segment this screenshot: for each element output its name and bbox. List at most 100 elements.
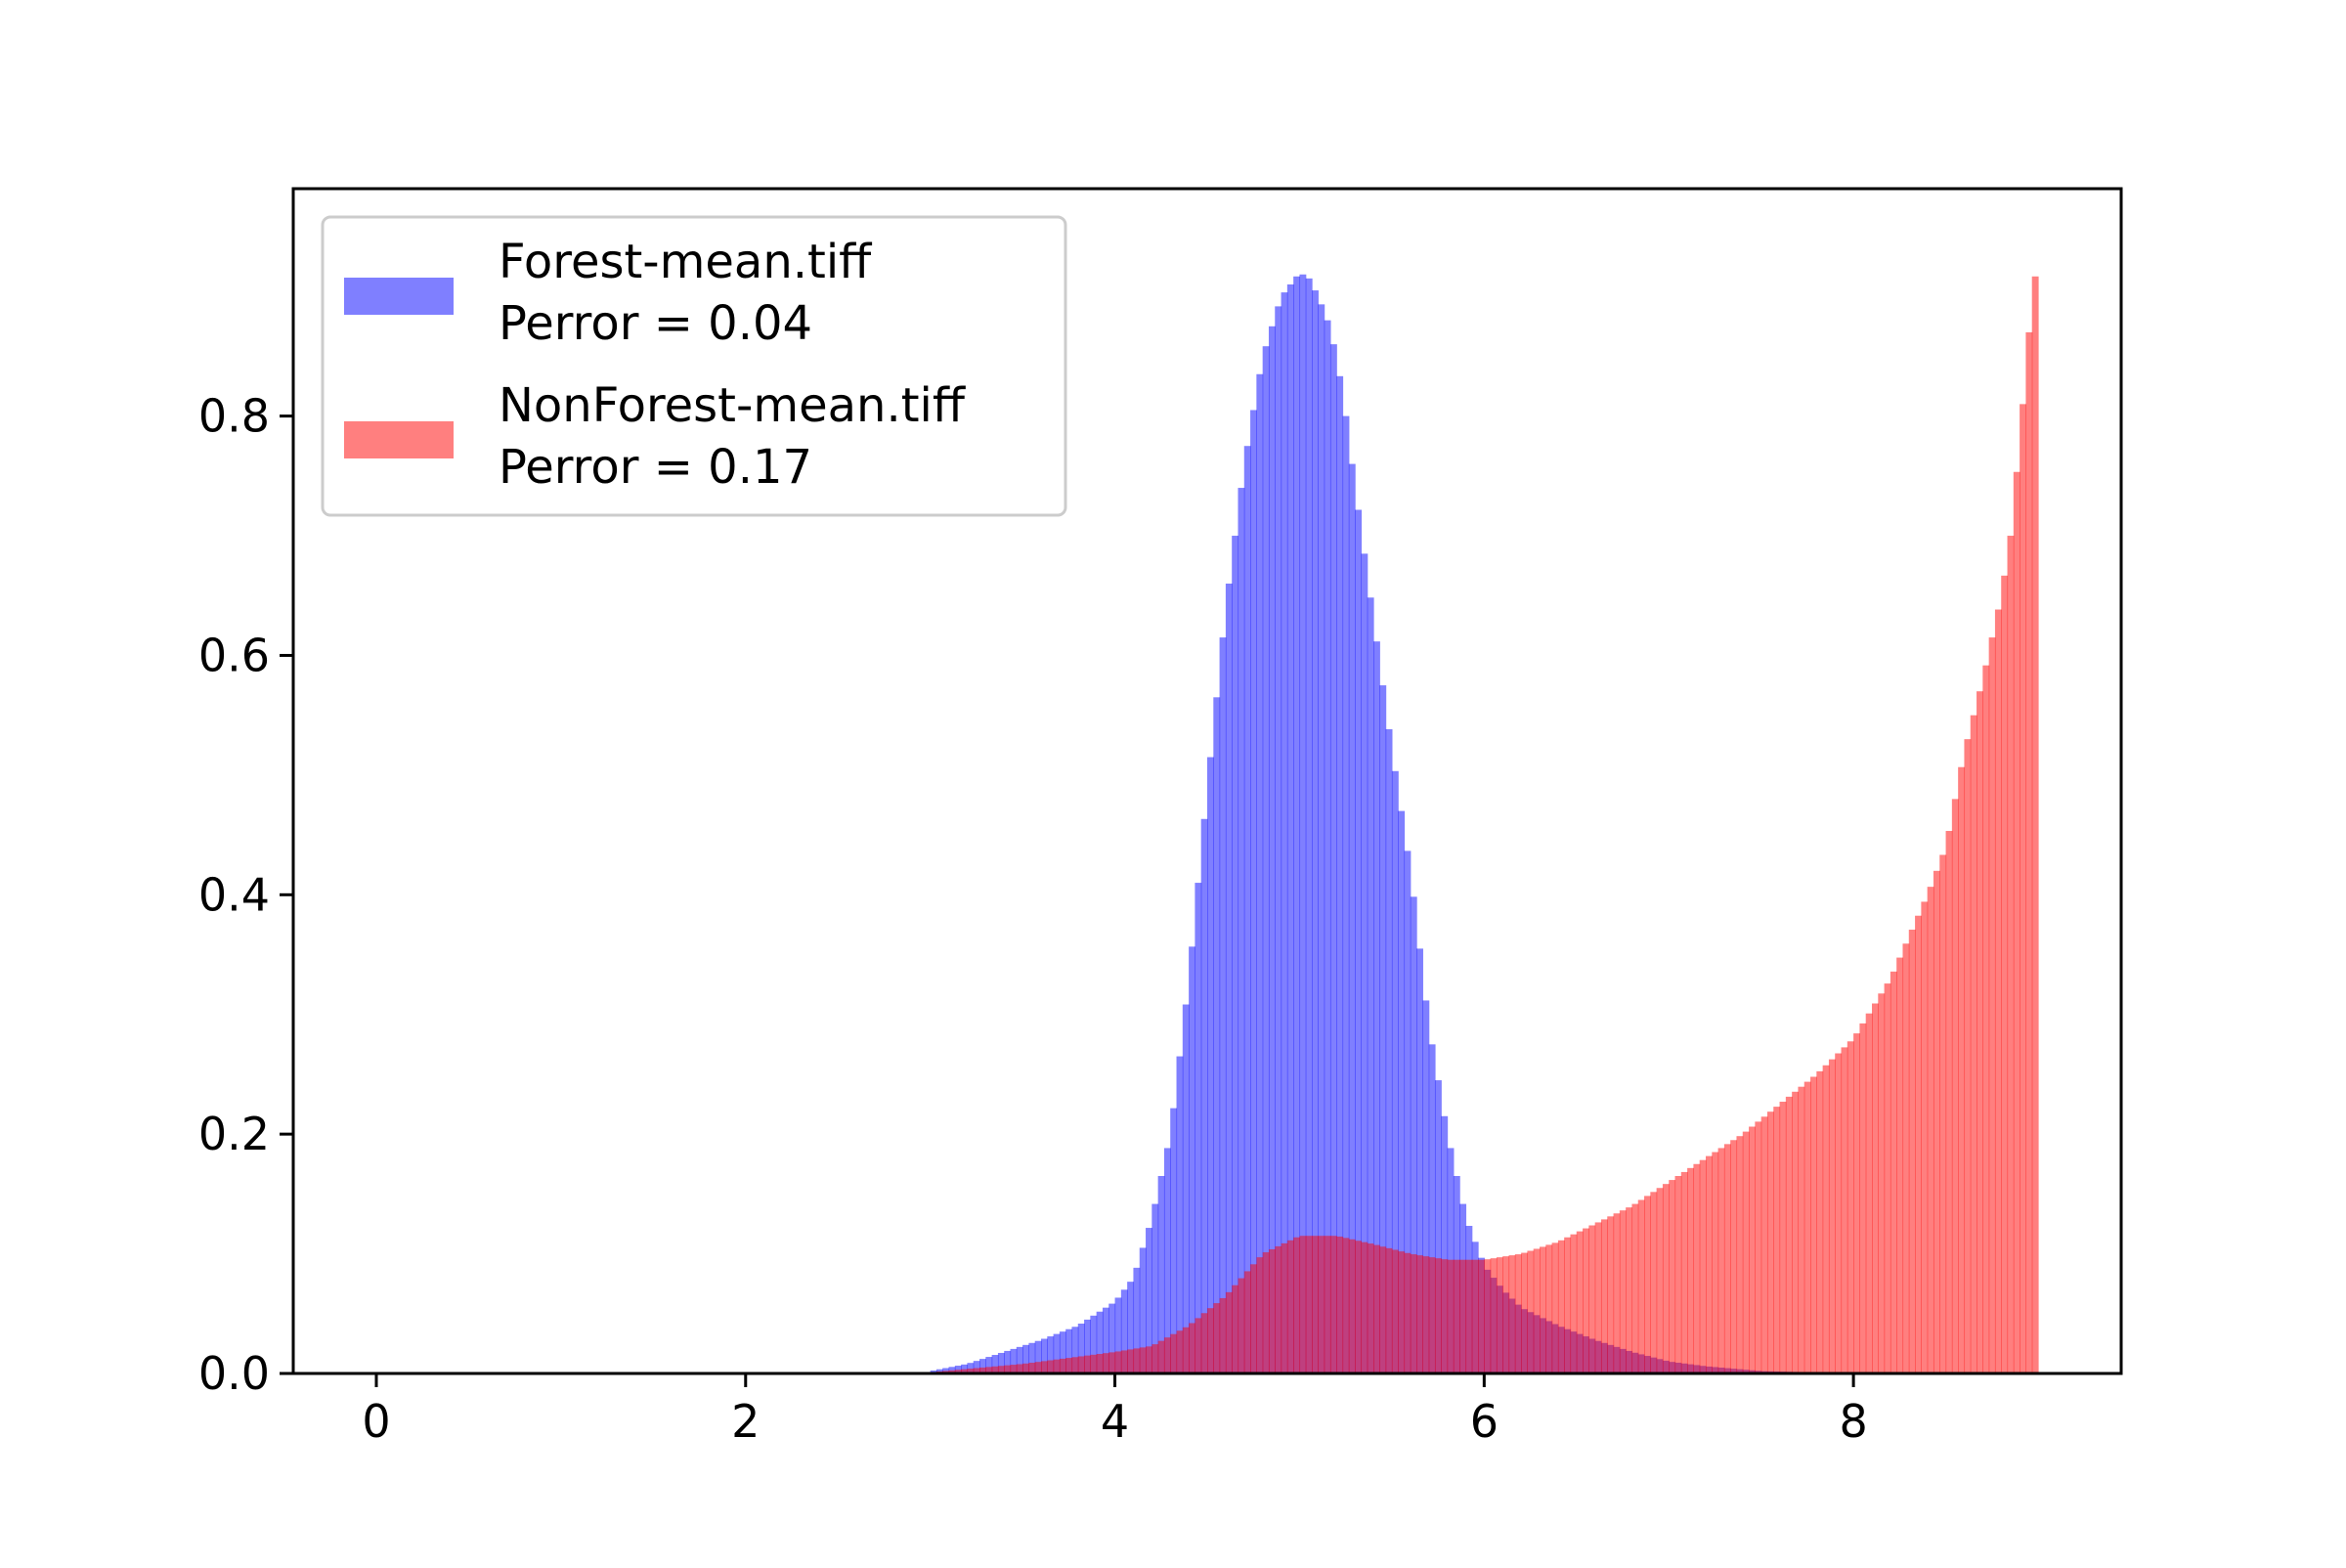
- histogram-bar: [2020, 404, 2027, 1373]
- histogram-bar: [1693, 1163, 1701, 1373]
- histogram-bar: [1275, 1245, 1282, 1373]
- histogram-bar: [1146, 1346, 1152, 1373]
- histogram-bar: [1945, 831, 1953, 1373]
- histogram-bar: [1637, 1199, 1645, 1373]
- histogram-bar: [1219, 1297, 1227, 1373]
- histogram-bar: [1004, 1365, 1012, 1373]
- histogram-bar: [1065, 1328, 1073, 1373]
- histogram-bar: [1114, 1351, 1122, 1373]
- y-tick-label: 0.6: [198, 629, 270, 681]
- histogram-bar: [1927, 887, 1934, 1373]
- histogram-bar: [1133, 1348, 1141, 1373]
- histogram-bar: [1902, 943, 1910, 1373]
- histogram-bar: [1348, 1239, 1356, 1373]
- histogram-bar: [1964, 739, 1972, 1373]
- histogram-bar: [1200, 818, 1208, 1373]
- histogram-bar: [1662, 1184, 1670, 1373]
- histogram-bar: [1422, 1000, 1430, 1373]
- histogram-bar: [979, 1359, 986, 1373]
- y-tick-label: 0.2: [198, 1108, 270, 1160]
- histogram-bar: [1749, 1126, 1756, 1373]
- histogram-bar: [1281, 292, 1288, 1374]
- histogram-bar: [1127, 1349, 1135, 1373]
- histogram-bar: [967, 1369, 975, 1373]
- histogram-bar: [1828, 1059, 1836, 1373]
- histogram-bar: [1478, 1259, 1485, 1373]
- histogram-bar: [1594, 1222, 1602, 1373]
- legend-swatch: [344, 278, 454, 315]
- histogram-bar: [1170, 1108, 1178, 1373]
- histogram-bar: [1514, 1254, 1522, 1373]
- y-tick-label: 0.0: [198, 1347, 270, 1400]
- histogram-bar: [1146, 1228, 1152, 1373]
- histogram-bar: [1810, 1076, 1817, 1373]
- histogram-bar: [1041, 1338, 1048, 1373]
- histogram-bar: [1305, 278, 1313, 1373]
- histogram-bar: [1355, 509, 1363, 1373]
- histogram-bar: [1022, 1344, 1030, 1373]
- histogram-bar: [1028, 1362, 1036, 1373]
- histogram-bar: [1047, 1360, 1055, 1373]
- histogram-bar: [1299, 274, 1307, 1373]
- histogram-bar: [1096, 1354, 1104, 1373]
- histogram-bar: [1256, 373, 1264, 1373]
- histogram-bar: [1120, 1350, 1128, 1373]
- histogram-bar: [954, 1370, 962, 1373]
- histogram-bar: [1803, 1081, 1811, 1373]
- y-tick-label: 0.8: [198, 390, 270, 443]
- histogram-bar: [1342, 415, 1350, 1373]
- histogram-bar: [1157, 1340, 1165, 1373]
- histogram-bar: [1896, 957, 1904, 1373]
- histogram-bar: [1841, 1047, 1848, 1373]
- x-tick-label: 2: [731, 1395, 760, 1448]
- histogram-bar: [1286, 1240, 1294, 1373]
- histogram-bar: [1798, 1086, 1805, 1373]
- histogram-bar: [1921, 901, 1929, 1373]
- histogram-bar: [948, 1370, 956, 1373]
- histogram-bar: [1717, 1148, 1725, 1373]
- histogram-bar: [1318, 1236, 1325, 1373]
- histogram-bar: [1766, 1111, 1774, 1373]
- histogram-bar: [1367, 597, 1374, 1373]
- histogram-bar: [1416, 948, 1423, 1373]
- histogram-bar: [1613, 1213, 1621, 1373]
- histogram-bar: [1268, 326, 1276, 1373]
- histogram-bar: [1533, 1248, 1541, 1373]
- histogram-bar: [1699, 1159, 1707, 1373]
- histogram-bar: [1077, 1356, 1085, 1373]
- histogram-bar: [1484, 1259, 1492, 1373]
- histogram-bar: [1336, 375, 1344, 1373]
- histogram-bar: [1238, 488, 1245, 1373]
- histogram-bar: [1232, 1285, 1239, 1373]
- histogram-bar: [1120, 1289, 1128, 1373]
- histogram-bar: [1355, 1241, 1363, 1373]
- histogram-bar: [1305, 1236, 1313, 1373]
- histogram-bar: [1884, 983, 1891, 1373]
- histogram-bar: [1016, 1346, 1023, 1373]
- histogram-bar: [1379, 685, 1387, 1373]
- histogram-bar: [1163, 1337, 1171, 1373]
- histogram-bar: [1256, 1257, 1264, 1373]
- histogram-bar: [1736, 1136, 1744, 1373]
- histogram-bar: [1213, 1303, 1221, 1373]
- histogram-bar: [1225, 1291, 1233, 1373]
- histogram-bar: [1139, 1347, 1147, 1373]
- histogram-bar: [1453, 1259, 1460, 1373]
- histogram-bar: [1588, 1225, 1596, 1373]
- histogram-bar: [1674, 1176, 1682, 1373]
- legend-series-name: Forest-mean.tiff: [499, 235, 872, 289]
- histogram-bar: [1238, 1278, 1245, 1373]
- histogram-bar: [985, 1357, 993, 1373]
- histogram-bar: [997, 1366, 1005, 1373]
- histogram-bar: [1583, 1228, 1589, 1373]
- histogram-bar: [1416, 1255, 1423, 1373]
- histogram-bar: [1176, 1056, 1184, 1373]
- histogram-bar: [1207, 1308, 1214, 1373]
- histogram-bar: [1434, 1080, 1442, 1373]
- histogram-bar: [979, 1367, 986, 1373]
- histogram-bar: [1225, 584, 1233, 1373]
- legend-series-name: NonForest-mean.tiff: [499, 378, 966, 433]
- histogram-bar: [1016, 1364, 1023, 1373]
- histogram-bar: [1496, 1257, 1503, 1373]
- histogram-bar: [1872, 1003, 1879, 1373]
